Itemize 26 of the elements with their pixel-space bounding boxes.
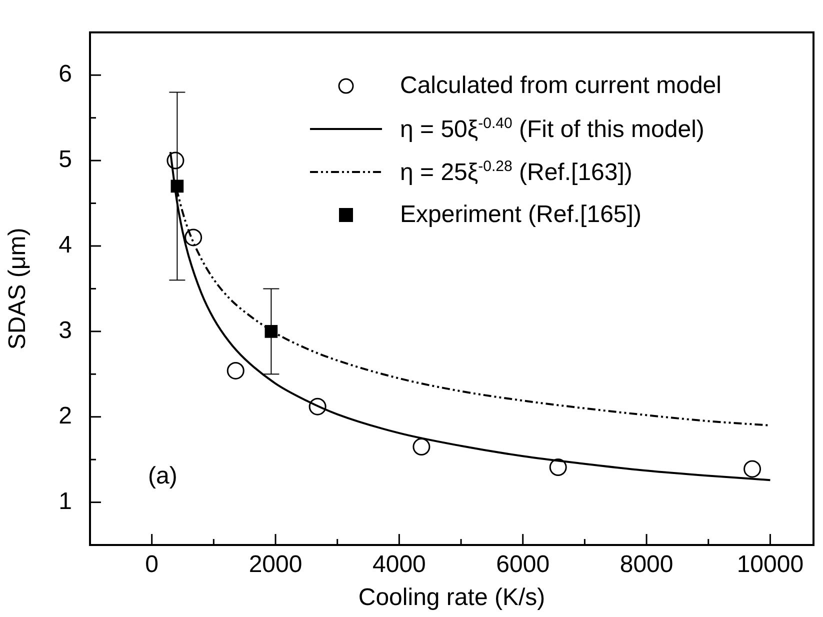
y-axis-title: SDAS (μm) — [4, 228, 32, 350]
x-tick-label: 6000 — [496, 551, 550, 578]
legend-label: Experiment (Ref.[165]) — [400, 201, 642, 230]
point — [166, 152, 184, 170]
legend-label: η = 25ξ$^{-0.28}$ (Ref.[163]) — [400, 158, 632, 187]
x-tick-label: 10000 — [736, 551, 804, 578]
y-tick-label: 1 — [58, 488, 72, 515]
x-axis-title: Cooling rate (K/s) — [358, 584, 546, 612]
x-tick-label: 8000 — [620, 551, 674, 578]
y-tick-label: 2 — [58, 402, 72, 430]
point — [308, 398, 326, 416]
x-tick-label: 0 — [145, 551, 159, 578]
x-tick-label: 2000 — [248, 551, 302, 578]
y-tick-label: 5 — [58, 146, 72, 174]
point — [744, 460, 762, 478]
y-tick-label: 4 — [58, 232, 72, 259]
point — [226, 362, 244, 380]
y-tick-label: 3 — [58, 317, 72, 344]
y-tick-label: 6 — [58, 60, 72, 88]
point — [549, 458, 567, 476]
x-tick-label: 4000 — [372, 551, 426, 578]
point — [412, 438, 430, 456]
annotation: (a) — [148, 462, 178, 490]
legend-label: η = 50ξ$^{-0.40}$ (Fit of this model) — [400, 114, 704, 144]
legend-label: Calculated from current model — [400, 72, 722, 100]
point — [184, 228, 202, 246]
